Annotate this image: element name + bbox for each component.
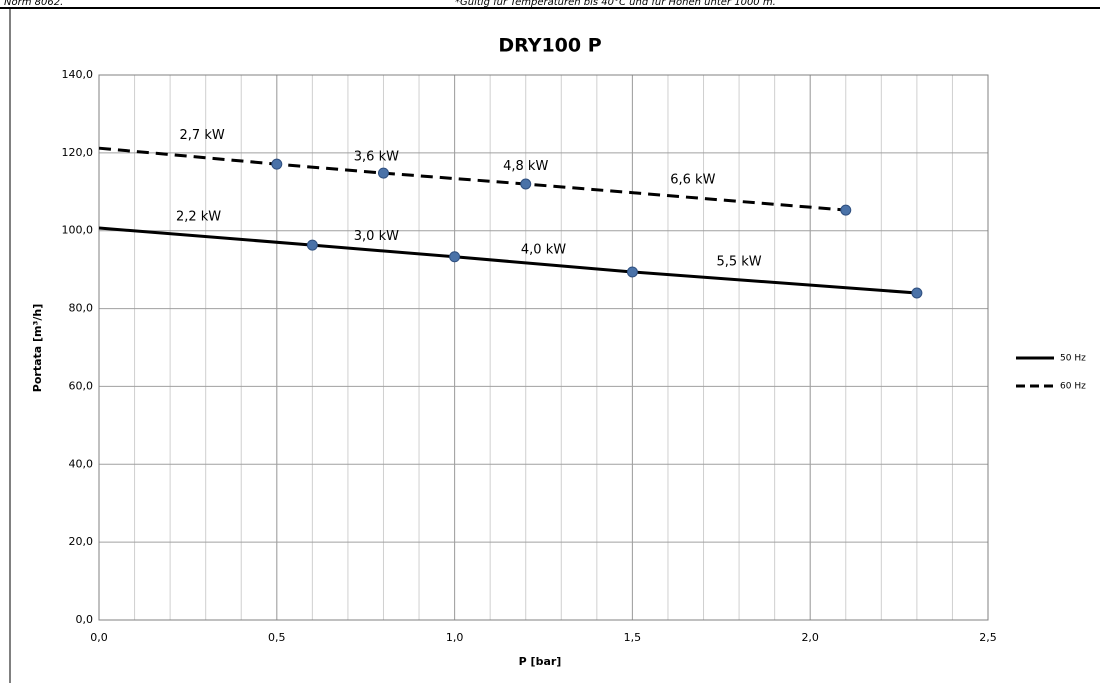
data-point: [840, 204, 852, 216]
annotation: 2,2 kW: [176, 210, 221, 225]
y-tick-label: 100,0: [62, 224, 94, 237]
data-point: [911, 287, 923, 299]
annotation: 2,7 kW: [180, 128, 225, 143]
data-point: [271, 158, 283, 170]
legend-label: 50 Hz: [1060, 354, 1086, 364]
x-tick-label: 1,0: [446, 631, 464, 644]
annotation: 3,0 kW: [354, 229, 399, 244]
series-line: [98, 226, 917, 295]
x-tick-label: 0,5: [268, 631, 286, 644]
header-left: Norm 8062.: [4, 0, 63, 8]
x-tick-label: 0,0: [90, 631, 108, 644]
data-point: [377, 167, 389, 179]
y-tick-label: 120,0: [62, 146, 94, 159]
y-tick-label: 20,0: [69, 535, 94, 548]
x-axis-label: P [bar]: [519, 655, 562, 668]
data-point: [449, 251, 461, 263]
x-tick-label: 1,5: [624, 631, 642, 644]
annotation: 5,5 kW: [716, 254, 761, 269]
annotation: 4,0 kW: [521, 243, 566, 258]
y-tick-label: 60,0: [69, 379, 94, 392]
annotation: 3,6 kW: [354, 149, 399, 164]
y-tick-label: 140,0: [62, 68, 94, 81]
y-tick-label: 80,0: [69, 302, 94, 315]
chart-title: DRY100 P: [498, 35, 601, 57]
y-tick-label: 40,0: [69, 457, 94, 470]
annotation: 4,8 kW: [503, 159, 548, 174]
plot-frame: [98, 74, 989, 621]
legend-label: 60 Hz: [1060, 382, 1086, 392]
header-note: *Gültig für Temperaturen bis 40°C und fü…: [455, 0, 776, 8]
y-tick-label: 0,0: [76, 613, 94, 626]
x-tick-label: 2,5: [979, 631, 997, 644]
annotation: 6,6 kW: [670, 173, 715, 188]
data-point: [306, 239, 318, 251]
data-point: [626, 266, 638, 278]
data-point: [520, 178, 532, 190]
series-line: [98, 146, 846, 212]
y-axis-label: Portata [m³/h]: [31, 304, 44, 392]
x-tick-label: 2,0: [801, 631, 819, 644]
